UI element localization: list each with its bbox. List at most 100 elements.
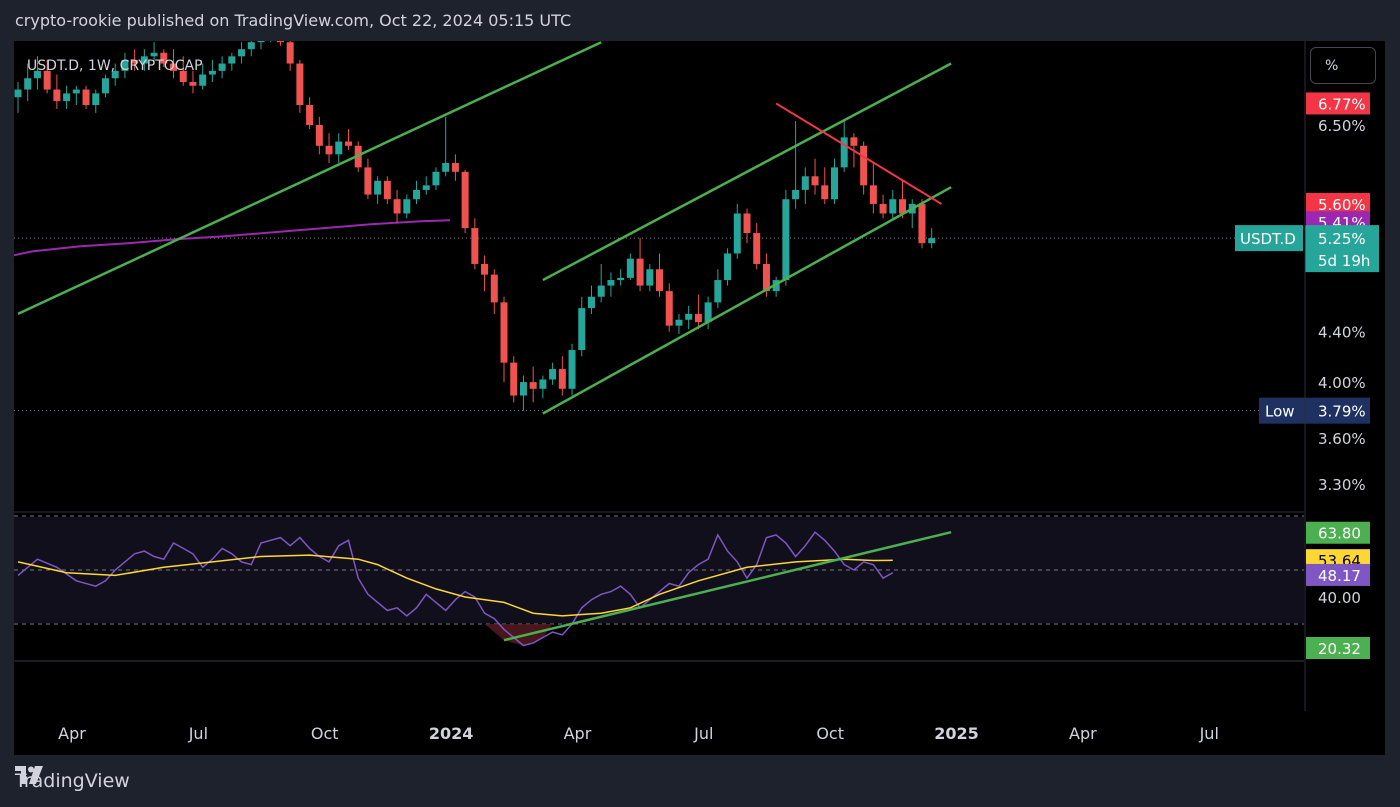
candle-body [131, 59, 139, 64]
time-axis-label: Oct [311, 724, 339, 743]
candle-body [782, 199, 790, 281]
candle-body [296, 63, 304, 106]
candle-body [218, 63, 226, 71]
candle [529, 366, 537, 403]
candle [743, 208, 751, 244]
candle-body [704, 302, 712, 323]
candle [306, 97, 314, 130]
candle-body [451, 162, 459, 172]
candle-body [568, 350, 576, 389]
candle-body [685, 313, 693, 320]
time-axis-label: 2024 [429, 724, 474, 743]
candle-body [811, 176, 819, 186]
candle [33, 56, 41, 90]
candle [92, 89, 100, 113]
rsi-badge: 20.32 [1306, 637, 1370, 659]
candle-body [24, 78, 32, 90]
candle-body [743, 213, 751, 234]
price-badge-bg [1306, 192, 1370, 215]
price-axis-label: 3.30% [1318, 476, 1366, 494]
rsi-badge-text: 63.80 [1318, 525, 1361, 543]
candle [568, 343, 576, 396]
candle [801, 167, 809, 204]
rsi-badge-text: 48.17 [1318, 567, 1361, 585]
candle [860, 141, 868, 195]
candle [393, 189, 401, 224]
candle [160, 49, 168, 68]
scale-percent-button[interactable]: % [1310, 47, 1376, 84]
candle-body [82, 89, 90, 106]
chart-area[interactable] [14, 41, 1385, 755]
candle-body [228, 56, 236, 64]
candle-body [72, 89, 80, 94]
candle [63, 85, 71, 109]
candle-body [471, 228, 479, 264]
time-axis-label: Oct [816, 724, 844, 743]
candle-body [597, 285, 605, 297]
candle [510, 356, 518, 403]
candle [840, 120, 848, 172]
candle [636, 238, 644, 292]
channel-line [17, 41, 602, 316]
candle [286, 41, 294, 71]
candle-body [617, 277, 625, 281]
candle-body [646, 269, 654, 286]
candle [587, 285, 595, 314]
candle [539, 375, 547, 399]
candle-body [276, 41, 284, 43]
candle [665, 283, 673, 332]
candle [218, 56, 226, 79]
publisher-line: crypto-rookie published on TradingView.c… [15, 11, 572, 30]
candle [821, 167, 829, 204]
candle-body [325, 145, 333, 155]
rsi-axis-label: 40.00 [1318, 589, 1361, 607]
candle-body [772, 280, 780, 292]
candle [432, 167, 440, 190]
candle [578, 296, 586, 357]
candle [724, 248, 732, 286]
candle [597, 263, 605, 303]
candle-body [33, 70, 41, 79]
rsi-oversold-fill [484, 624, 553, 646]
candle-body [432, 171, 440, 186]
candle-body [733, 213, 741, 254]
candle [179, 56, 187, 86]
candle-body [801, 176, 809, 190]
candle [53, 74, 61, 109]
candle [403, 194, 411, 219]
candle-body [403, 199, 411, 214]
candle [481, 255, 489, 292]
candle-body [928, 238, 936, 244]
candle-body [267, 28, 274, 35]
candle [14, 81, 22, 113]
candle [208, 59, 216, 82]
candle-body [636, 258, 644, 286]
candle-body [344, 141, 352, 146]
candle-body [315, 125, 323, 146]
candle-body [830, 167, 838, 200]
price-badge: 6.77% [1306, 92, 1370, 115]
candle [383, 176, 391, 204]
candle [413, 180, 421, 204]
candle-body [879, 203, 887, 214]
price-axis-label: 4.40% [1318, 324, 1366, 342]
candle [811, 158, 819, 195]
candle-body [101, 78, 109, 94]
candle-body [383, 180, 391, 200]
candle-body [714, 280, 722, 303]
candle-body [840, 137, 848, 168]
symbol-label: USDT.D, 1W, CRYPTOCAP [27, 58, 203, 74]
candle-body [413, 189, 421, 200]
candle [830, 158, 838, 204]
candle-body [160, 52, 168, 64]
candle [549, 362, 557, 385]
candle-body [257, 41, 265, 43]
candle [500, 296, 508, 383]
candle [228, 52, 236, 71]
candle-body [899, 199, 907, 214]
candle [364, 158, 372, 200]
candle-body [393, 199, 401, 214]
tradingview-logo[interactable]: TradingView [15, 766, 130, 796]
candle [267, 28, 274, 43]
